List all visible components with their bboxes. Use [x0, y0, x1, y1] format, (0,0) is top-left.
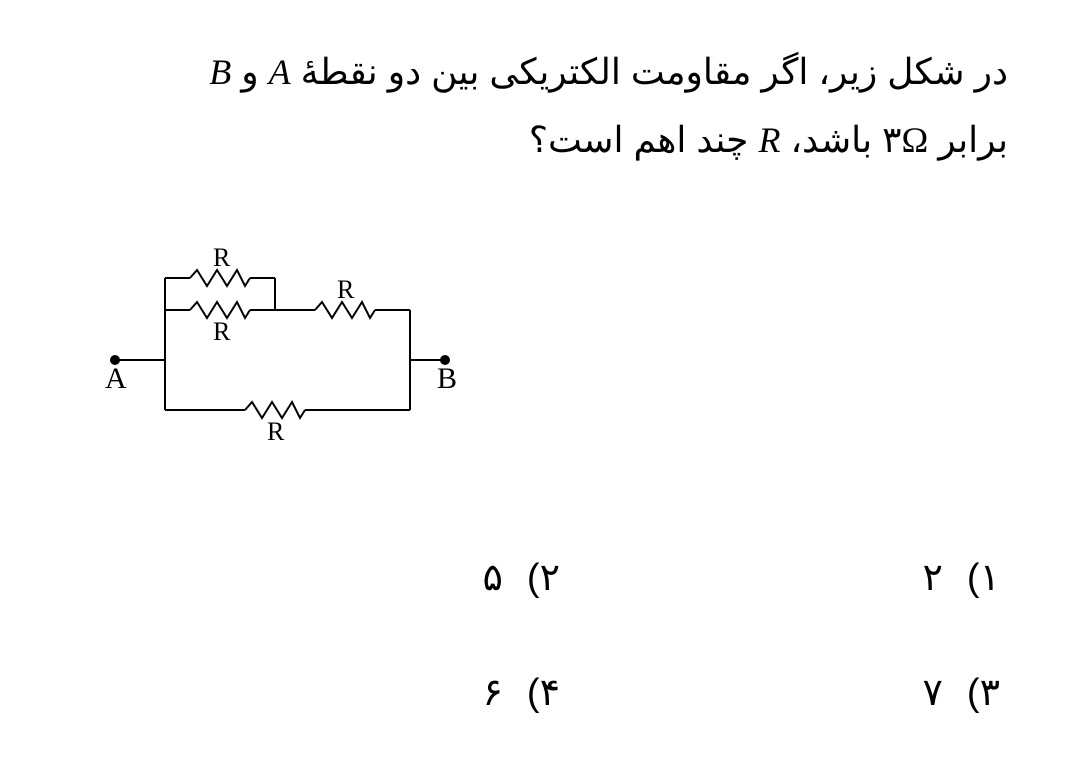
resistor-label: R [213, 243, 231, 272]
question-line-2: برابر ۳Ω باشد، R چند اهم است؟ [72, 106, 1008, 174]
option-paren: ) [527, 672, 540, 714]
q-text-fragment: چند اهم است؟ [529, 119, 759, 160]
q-text-fragment: و [231, 51, 268, 92]
option-1: ۱) ۲ [923, 555, 1001, 600]
q-text-fragment: برابر [928, 119, 1008, 160]
option-paren: ) [527, 557, 540, 599]
resistor-label: R [337, 275, 355, 304]
option-4: ۴) ۶ [483, 670, 561, 715]
option-value: ۵ [483, 557, 503, 599]
option-value: ۶ [483, 672, 503, 714]
option-number: ۴ [540, 672, 560, 714]
value-3: ۳ [882, 119, 901, 160]
question-text: در شکل زیر، اگر مقاومت الکتریکی بین دو ن… [72, 38, 1008, 175]
variable-B: B [209, 52, 231, 92]
variable-R: R [758, 120, 780, 160]
option-value: ۷ [923, 672, 943, 714]
variable-A: A [269, 52, 291, 92]
unit-ohm: Ω [901, 120, 928, 160]
circuit-diagram: A B R R R R [105, 230, 475, 450]
circuit-svg: A B R R R R [105, 230, 475, 450]
q-text-fragment: باشد، [780, 119, 882, 160]
option-number: ۱ [980, 557, 1000, 599]
node-B-label: B [437, 362, 457, 395]
option-value: ۲ [923, 557, 943, 599]
option-number: ۲ [540, 557, 560, 599]
option-number: ۳ [980, 672, 1000, 714]
option-2: ۲) ۵ [483, 555, 561, 600]
option-paren: ) [967, 672, 980, 714]
q-text-fragment: در شکل زیر، اگر مقاومت الکتریکی بین دو ن… [291, 51, 1008, 92]
question-line-1: در شکل زیر، اگر مقاومت الکتریکی بین دو ن… [72, 38, 1008, 106]
circuit-wires [115, 278, 445, 410]
resistor-label: R [213, 317, 231, 346]
option-3: ۳) ۷ [923, 670, 1001, 715]
resistor-label: R [267, 417, 285, 446]
node-A-label: A [105, 362, 127, 395]
answer-options: ۱)۲ ۲)۵ ۳)۷ ۴)۶ [0, 555, 1080, 755]
option-paren: ) [967, 557, 980, 599]
